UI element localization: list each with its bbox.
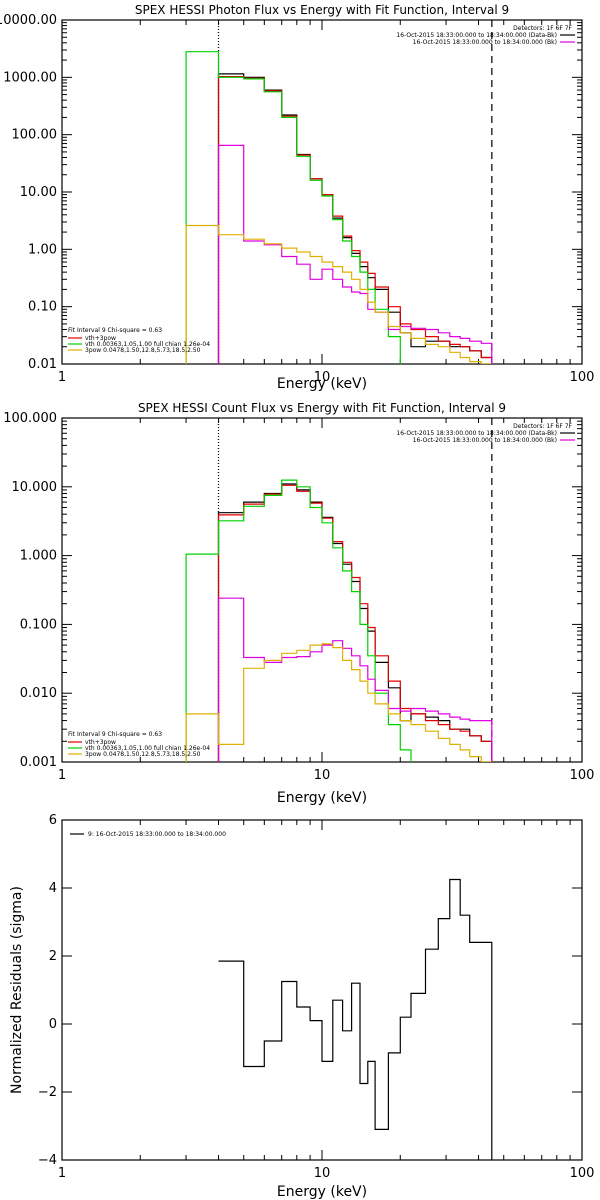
photon-flux-series-3pow_magenta (217, 144, 493, 364)
count-flux-fit-legend-entry-total: vth+3pow (85, 739, 116, 746)
photon-flux-x-label: Energy (keV) (277, 376, 367, 392)
count-flux-x-tick-label: 100 (570, 768, 595, 783)
photon-flux-fit-header: Fit Interval 9 Chi-square = 0.63 (68, 327, 162, 334)
count-flux-time-legend: Detectors: 1F 6F 7F 16-Oct-2015 18:33:00… (396, 423, 575, 444)
photon-flux-y-tick-label: 1.00 (28, 242, 57, 257)
count-flux-title: SPEX HESSI Count Flux vs Energy with Fit… (138, 401, 506, 415)
photon-flux-series-vth (185, 51, 412, 364)
residuals-plot-frame (61, 819, 583, 1161)
count-flux-x-tick-label: 10 (314, 768, 331, 783)
count-flux-plot-frame (61, 417, 583, 763)
photon-flux-y-tick-label: 100.00 (12, 128, 58, 143)
photon-flux-energy-range-markers (217, 20, 493, 364)
photon-flux-series-model_total (217, 76, 493, 364)
count-flux-fit-legend-entry-vth: vth 0.00363,1.05,1.00 full chian 1.26e-0… (85, 745, 210, 752)
photon-flux-x-tick-label: 10 (314, 370, 331, 385)
residuals-x-tick-label: 100 (570, 1166, 595, 1181)
photon-flux-series-3pow_gold (185, 224, 492, 364)
residuals-x-label: Energy (keV) (277, 1184, 367, 1200)
count-flux-y-tick-label: 1.000 (20, 549, 57, 564)
count-flux-x-axis: 1 10 100 (58, 418, 595, 783)
photon-flux-series (185, 51, 493, 364)
photon-flux-time-legend-entry-data: 16-Oct-2015 18:33:00.000 to 18:34:00.000… (396, 32, 557, 39)
photon-flux-y-tick-label: 0.10 (28, 300, 57, 315)
photon-flux-x-tick-label: 100 (570, 370, 595, 385)
photon-flux-time-legend: Detectors: 1F 6F 7F 16-Oct-2015 18:33:00… (396, 25, 575, 46)
residuals-series (218, 878, 493, 1160)
count-flux-detectors-label: Detectors: 1F 6F 7F (513, 423, 572, 430)
count-flux-x-tick-label: 1 (58, 768, 66, 783)
photon-flux-y-axis: 0.01 0.10 1.00 10.00 100.00 1000.00 10000.00 (0, 13, 582, 372)
residuals-y-tick-label: 2 (49, 949, 57, 964)
residuals-y-tick-label: −2 (38, 1085, 57, 1100)
count-flux-y-tick-label: 0.001 (20, 755, 57, 770)
count-flux-y-axis: 0.001 0.010 0.100 1.000 10.000 100.000 (3, 411, 582, 770)
residuals-y-tick-label: −4 (38, 1153, 57, 1168)
count-flux-series (185, 479, 493, 762)
count-flux-y-tick-label: 100.000 (3, 411, 57, 426)
residuals-legend: 9: 16-Oct-2015 18:33:00.000 to 18:34:00.… (70, 831, 226, 838)
count-flux-time-legend-entry-bk: 16-Oct-2015 18:33:00.000 to 18:34:00.000… (413, 437, 557, 444)
photon-flux-fit-legend: Fit Interval 9 Chi-square = 0.63 vth+3po… (68, 327, 210, 354)
residuals-panel: −4 −2 0 2 4 6 1 10 100 Energy (keV) Normalized … (9, 813, 594, 1200)
photon-flux-series-data (217, 73, 493, 364)
residuals-y-tick-label: 4 (49, 881, 57, 896)
photon-flux-detectors-label: Detectors: 1F 6F 7F (513, 25, 572, 32)
photon-flux-fit-legend-entry-total: vth+3pow (85, 335, 116, 342)
residuals-x-tick-label: 1 (58, 1166, 66, 1181)
photon-flux-fit-legend-entry-vth: vth 0.00363,1.05,1.00 full chian 1.26e-0… (85, 341, 210, 348)
count-flux-series-3pow_magenta (217, 597, 493, 762)
count-flux-fit-header: Fit Interval 9 Chi-square = 0.63 (68, 731, 162, 738)
count-flux-y-tick-label: 0.010 (20, 686, 57, 701)
photon-flux-time-legend-entry-bk: 16-Oct-2015 18:33:00.000 to 18:34:00.000… (413, 39, 557, 46)
count-flux-energy-range-markers (217, 418, 493, 762)
residuals-y-label: Normalized Residuals (sigma) (9, 886, 25, 1094)
residuals-y-tick-label: 0 (49, 1017, 57, 1032)
count-flux-series-model_total (217, 484, 493, 762)
count-flux-series-vth (185, 479, 412, 762)
residuals-x-tick-label: 10 (314, 1166, 331, 1181)
photon-flux-x-tick-label: 1 (58, 370, 66, 385)
count-flux-series-data (217, 483, 493, 762)
count-flux-fit-legend-entry-3pow: 3pow 0.0478,1.50,12.8,5.73,18.5,2.50 (85, 751, 201, 758)
count-flux-panel: SPEX HESSI Count Flux vs Energy with Fit… (3, 401, 594, 806)
photon-flux-fit-legend-entry-3pow: 3pow 0.0478,1.50,12.8,5.73,18.5,2.50 (85, 347, 201, 354)
residuals-y-axis: −4 −2 0 2 4 6 (38, 813, 582, 1168)
count-flux-y-tick-label: 0.100 (20, 617, 57, 632)
residuals-x-axis: 1 10 100 (58, 820, 595, 1181)
count-flux-time-legend-entry-data: 16-Oct-2015 18:33:00.000 to 18:34:00.000… (396, 430, 557, 437)
photon-flux-panel: SPEX HESSI Photon Flux vs Energy with Fi… (0, 3, 594, 392)
photon-flux-y-tick-label: 1000.00 (3, 70, 57, 85)
photon-flux-y-tick-label: 0.01 (28, 357, 57, 372)
count-flux-series-3pow_gold (185, 643, 492, 762)
residuals-series-residuals (218, 878, 493, 1160)
count-flux-x-label: Energy (keV) (277, 790, 367, 806)
count-flux-fit-legend: Fit Interval 9 Chi-square = 0.63 vth+3po… (68, 731, 210, 758)
photon-flux-y-tick-label: 10000.00 (0, 13, 57, 28)
count-flux-y-tick-label: 10.000 (12, 480, 58, 495)
photon-flux-y-tick-label: 10.00 (20, 185, 57, 200)
residuals-legend-entry: 9: 16-Oct-2015 18:33:00.000 to 18:34:00.… (88, 831, 226, 838)
photon-flux-title: SPEX HESSI Photon Flux vs Energy with Fi… (135, 3, 509, 17)
residuals-y-tick-label: 6 (49, 813, 57, 828)
